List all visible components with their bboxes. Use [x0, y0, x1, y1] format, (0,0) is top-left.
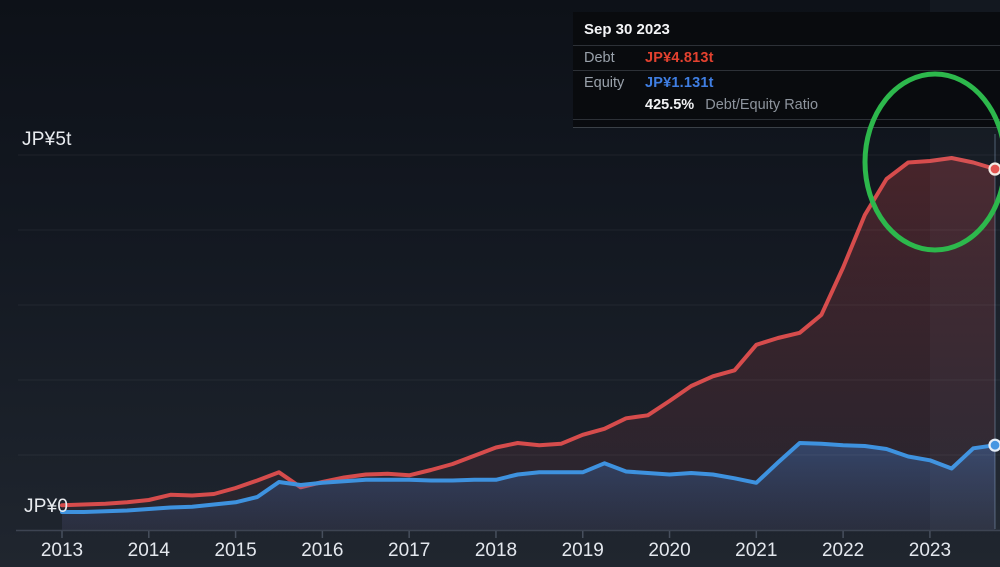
x-axis-label-2022: 2022: [821, 540, 865, 561]
debt-area-fill: [62, 158, 995, 530]
x-axis-label-2015: 2015: [214, 540, 257, 561]
x-axis-label-2013: 2013: [40, 540, 84, 561]
gridlines: [18, 154, 1000, 456]
tooltip-debt-row: Debt JP¥4.813t: [573, 46, 1000, 71]
debt-point-marker: [988, 162, 1000, 176]
tooltip: Sep 30 2023 Debt JP¥4.813t Equity JP¥1.1…: [573, 12, 1000, 128]
x-axis-ticks: [61, 531, 931, 538]
equity-line: [60, 441, 997, 514]
equity-area-fill: [62, 443, 995, 530]
y-axis-label-5t: JP¥5t: [22, 129, 72, 150]
equity-point-marker: [988, 438, 1000, 452]
tooltip-equity-value: JP¥1.131t: [645, 75, 714, 91]
y-axis-label-0: JP¥0: [24, 496, 69, 517]
tooltip-debt-value: JP¥4.813t: [645, 50, 714, 66]
tooltip-debt-label: Debt: [584, 50, 615, 66]
x-axis-label-2014: 2014: [127, 540, 170, 561]
x-axis-label-2021: 2021: [735, 540, 778, 561]
x-axis-label-2023: 2023: [908, 540, 952, 561]
x-axis-label-2016: 2016: [301, 540, 344, 561]
tooltip-equity-row: Equity JP¥1.131t: [573, 71, 1000, 95]
debt-line: [60, 156, 997, 508]
tooltip-ratio-value: 425.5%: [645, 97, 695, 113]
x-axis-label-2018: 2018: [474, 540, 518, 561]
x-axis-label-2019: 2019: [561, 540, 604, 561]
tooltip-date: Sep 30 2023: [573, 12, 1000, 46]
x-axis-label-2020: 2020: [648, 540, 691, 561]
tooltip-ratio-label: Debt/Equity Ratio: [705, 97, 819, 113]
tooltip-ratio-row: 425.5% Debt/Equity Ratio: [573, 95, 1000, 120]
tooltip-equity-label: Equity: [584, 75, 625, 91]
x-axis-label-2017: 2017: [388, 540, 431, 561]
